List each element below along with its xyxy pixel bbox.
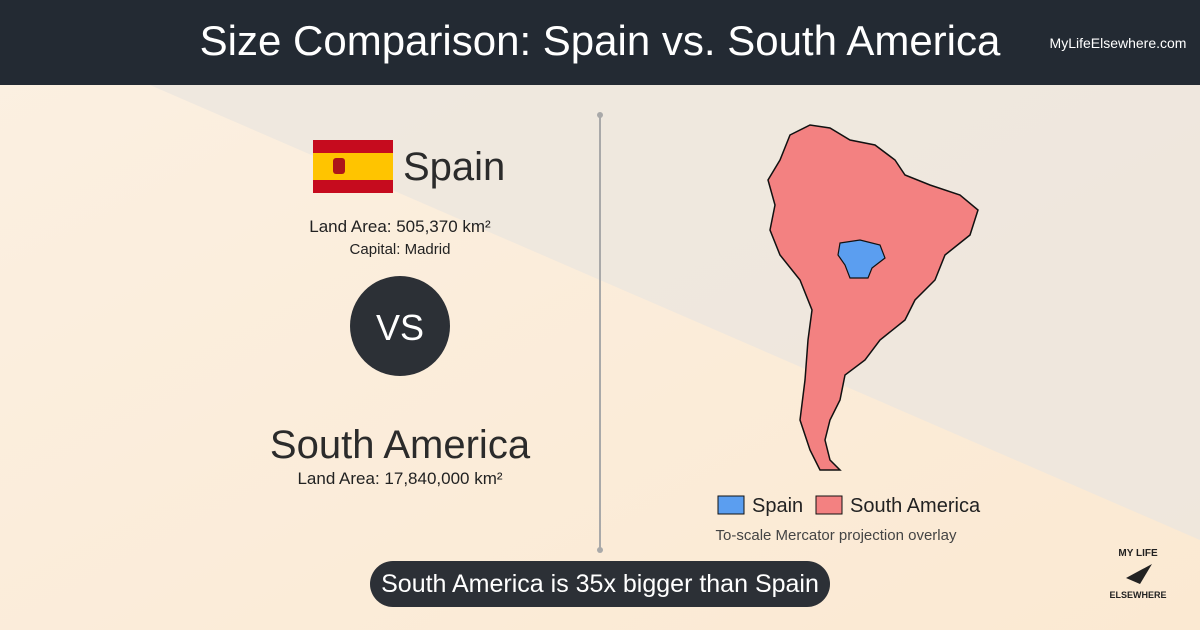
- logo-top: MY LIFE: [1118, 548, 1158, 559]
- country1-name: Spain: [403, 145, 505, 189]
- south-america-shape: [767, 124, 979, 471]
- vs-text: VS: [376, 307, 424, 348]
- country2-area: Land Area: 17,840,000 km²: [297, 469, 502, 488]
- title: Size Comparison: Spain vs. South America: [200, 17, 1001, 64]
- spain-shape: [837, 239, 886, 279]
- header-bar: [0, 0, 1200, 85]
- country1-capital: Capital: Madrid: [350, 241, 451, 258]
- legend-label: South America: [850, 495, 981, 517]
- vs-circle: [350, 276, 450, 376]
- legend-caption: To-scale Mercator projection overlay: [716, 527, 957, 544]
- legend-label: Spain: [752, 495, 803, 517]
- divider-end: [597, 547, 603, 553]
- country1-area: Land Area: 505,370 km²: [309, 217, 491, 236]
- divider-end: [597, 112, 603, 118]
- summary-text: South America is 35x bigger than Spain: [381, 570, 819, 598]
- legend-swatch: [815, 495, 843, 515]
- logo: MY LIFE ELSEWHERE: [1109, 548, 1166, 600]
- site-name: MyLifeElsewhere.com: [1050, 35, 1187, 51]
- logo-bottom: ELSEWHERE: [1109, 590, 1166, 600]
- logo-plane: [1126, 564, 1152, 584]
- summary-pill: [370, 561, 830, 607]
- country2-name: South America: [270, 423, 531, 467]
- legend-swatch: [717, 495, 745, 515]
- spain-flag: [313, 140, 393, 193]
